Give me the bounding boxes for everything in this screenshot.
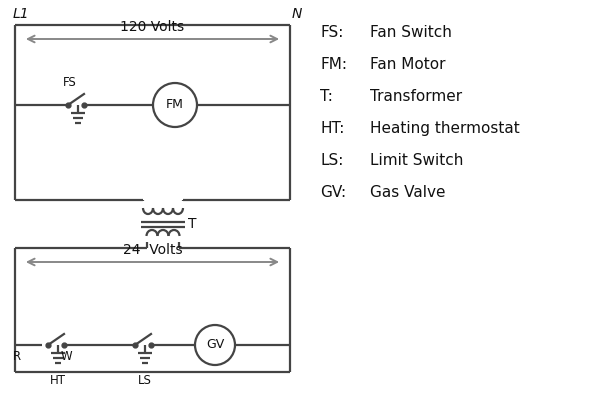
Text: FM:: FM: bbox=[320, 57, 347, 72]
Text: Fan Switch: Fan Switch bbox=[370, 25, 452, 40]
Text: GV: GV bbox=[206, 338, 224, 352]
Text: GV:: GV: bbox=[320, 185, 346, 200]
Text: 120 Volts: 120 Volts bbox=[120, 20, 185, 34]
Text: HT:: HT: bbox=[320, 121, 345, 136]
Text: Heating thermostat: Heating thermostat bbox=[370, 121, 520, 136]
Text: HT: HT bbox=[50, 374, 66, 387]
Text: R: R bbox=[13, 350, 21, 363]
Text: Fan Motor: Fan Motor bbox=[370, 57, 445, 72]
Text: 24  Volts: 24 Volts bbox=[123, 243, 182, 257]
Text: Transformer: Transformer bbox=[370, 89, 462, 104]
Text: FS: FS bbox=[63, 76, 77, 89]
Text: T: T bbox=[188, 218, 196, 232]
Text: LS:: LS: bbox=[320, 153, 343, 168]
Text: FS:: FS: bbox=[320, 25, 343, 40]
Text: T:: T: bbox=[320, 89, 333, 104]
Text: FM: FM bbox=[166, 98, 184, 112]
Text: N: N bbox=[292, 7, 302, 21]
Text: Gas Valve: Gas Valve bbox=[370, 185, 445, 200]
Text: L1: L1 bbox=[13, 7, 30, 21]
Text: LS: LS bbox=[138, 374, 152, 387]
Text: Limit Switch: Limit Switch bbox=[370, 153, 463, 168]
Text: W: W bbox=[60, 350, 72, 363]
